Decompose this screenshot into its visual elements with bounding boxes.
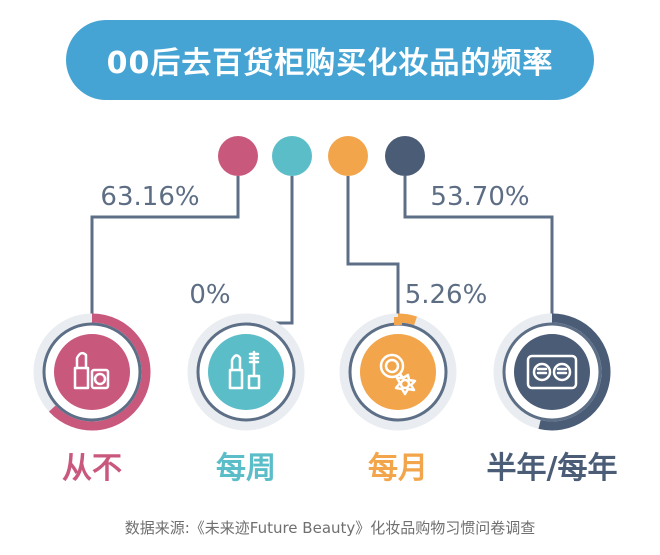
connector-line	[403, 176, 554, 324]
value-label: 53.70%	[430, 182, 529, 212]
value-label: 5.26%	[405, 280, 488, 310]
legend-dot	[385, 136, 425, 176]
legend-dot	[272, 136, 312, 176]
category-label: 每周	[216, 451, 276, 486]
chart-title: 00后去百货柜购买化妆品的频率	[106, 46, 554, 81]
category-label: 半年/每年	[487, 451, 618, 486]
category-group-3: 5.26% 每月	[328, 136, 487, 486]
ring-value-arc	[48, 313, 151, 431]
value-label: 63.16%	[100, 182, 199, 212]
source-note: 数据来源:《未来迹Future Beauty》化妆品购物习惯问卷调查	[124, 519, 536, 537]
ring-center	[514, 334, 590, 410]
value-label: 0%	[189, 280, 230, 310]
mascara-icon	[228, 350, 261, 390]
lipstick-icon	[73, 351, 110, 390]
eyeshadow-palette-icon	[526, 354, 578, 390]
ring-track	[187, 313, 305, 431]
connector-line	[90, 176, 240, 324]
connector-line	[244, 176, 294, 325]
category-group-2: 0% 每周	[187, 136, 312, 486]
category-group-4: 53.70% 半年/每年	[385, 136, 617, 486]
title-banner: 00后去百货柜购买化妆品的频率	[66, 20, 594, 100]
legend-dot	[218, 136, 258, 176]
connector-line	[346, 176, 400, 324]
ring-center	[208, 334, 284, 410]
ring-center	[360, 334, 436, 410]
legend-dot	[328, 136, 368, 176]
category-label: 每月	[368, 451, 428, 486]
powder-compact-icon	[379, 353, 417, 396]
category-group-1: 63.16% 从不	[33, 136, 258, 486]
ring-value-arc	[538, 313, 611, 431]
category-label: 从不	[62, 451, 122, 486]
value-marker	[394, 317, 402, 325]
